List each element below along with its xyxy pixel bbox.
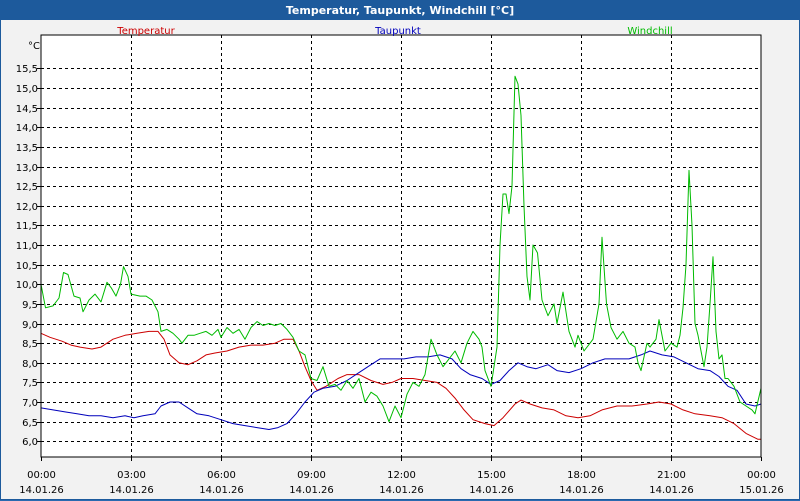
y-axis-label: °C [28,41,40,52]
y-tick-label: 15,5 [16,64,38,75]
y-tick-label: 15,0 [16,84,38,95]
series-line-taupunkt [40,350,762,430]
x-tick-date: 14.01.26 [469,485,514,496]
x-tick-date: 14.01.26 [19,485,64,496]
y-tick-label: 13,0 [16,163,38,174]
y-tick-label: 14,0 [16,123,38,134]
y-tick-label: 12,0 [16,202,38,213]
y-axis: °C 6,0 6,5 7,0 7,5 8,0 8,5 9,0 9,5 10,0 10,5 11,0 1… [16,41,41,448]
y-tick-label: 8,0 [22,359,38,370]
y-tick-label: 12,5 [16,182,38,193]
x-tick-date: 14.01.26 [289,485,334,496]
x-tick-time: 21:00 [657,470,686,481]
y-tick-label: 11,0 [16,241,38,252]
series-line-windchill [40,75,762,423]
y-tick-label: 7,5 [22,378,38,389]
series-lines [40,75,762,440]
y-tick-label: 9,5 [22,300,38,311]
y-tick-label: 10,5 [16,261,38,272]
y-tick-label: 10,0 [16,280,38,291]
legend-item-temperatur: Temperatur [116,26,175,37]
gridlines [41,35,761,457]
y-tick-label: 6,0 [22,437,38,448]
x-tick-time: 00:00 [27,470,56,481]
x-tick-time: 03:00 [117,470,146,481]
x-tick-date: 14.01.26 [649,485,694,496]
x-tick-time: 18:00 [567,470,596,481]
legend: Temperatur Taupunkt Windchill [116,26,672,37]
x-tick-time: 12:00 [387,470,416,481]
x-tick-time: 00:00 [747,470,776,481]
y-tick-label: 14,5 [16,104,38,115]
y-tick-label: 6,5 [22,418,38,429]
x-tick-date: 14.01.26 [109,485,154,496]
series-line-temperatur [40,330,761,440]
x-tick-date: 14.01.26 [199,485,244,496]
x-tick-date: 14.01.26 [379,485,424,496]
legend-item-windchill: Windchill [627,26,672,37]
x-axis: 00:00 14.01.26 03:00 14.01.26 06:00 14.01.26 0… [19,457,784,496]
y-tick-label: 7,0 [22,398,38,409]
legend-item-taupunkt: Taupunkt [374,26,421,37]
y-tick-label: 8,5 [22,339,38,350]
x-tick-time: 06:00 [207,470,236,481]
y-tick-label: 9,0 [22,320,38,331]
x-tick-time: 09:00 [297,470,326,481]
y-tick-label: 13,5 [16,143,38,154]
x-tick-date: 14.01.26 [559,485,604,496]
x-tick-date: 15.01.26 [739,485,784,496]
x-tick-time: 15:00 [477,470,506,481]
window-title: Temperatur, Taupunkt, Windchill [°C] [1,1,799,20]
y-tick-label: 11,5 [16,221,38,232]
